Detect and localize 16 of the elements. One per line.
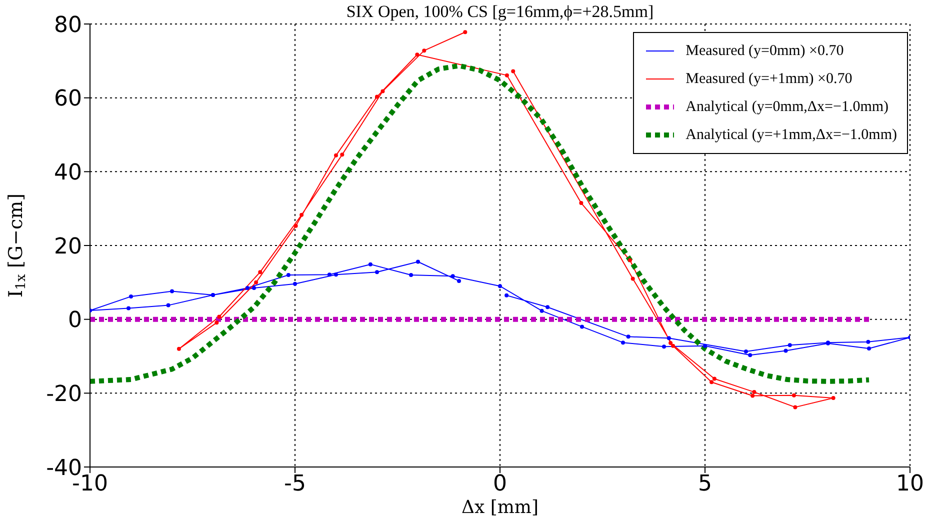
legend-label: Analytical (y=0mm,Δx=−1.0mm): [686, 98, 889, 116]
legend-label: Analytical (y=+1mm,Δx=−1.0mm): [686, 126, 897, 144]
y-tick-label: 80: [54, 12, 82, 38]
x-axis-title: Δx [mm]: [461, 497, 539, 518]
y-tick-label: 40: [54, 160, 82, 186]
legend-label: Measured (y=+1mm) ×0.70: [686, 70, 852, 88]
y-tick-label: 20: [54, 234, 82, 260]
legend-label: Measured (y=0mm) ×0.70: [686, 42, 844, 60]
y-tick-label: -20: [46, 382, 82, 407]
y-tick-label: 60: [54, 86, 82, 112]
x-tick-label: -5: [284, 472, 306, 497]
chart-title: SIX Open, 100% CS [g=16mm,ϕ=+28.5mm]: [345, 2, 655, 22]
x-tick-label: 10: [896, 472, 924, 497]
x-tick-label: 0: [493, 472, 507, 497]
y-tick-label: 0: [68, 308, 82, 334]
x-tick-label: 5: [698, 472, 712, 497]
